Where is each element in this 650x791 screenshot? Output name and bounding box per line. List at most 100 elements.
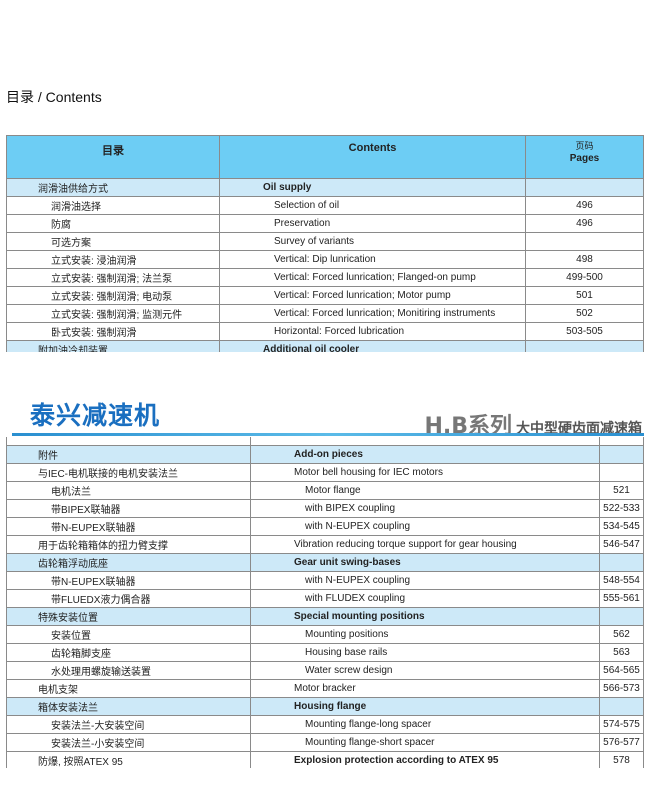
en-cell: Gear unit swing-bases	[250, 553, 600, 572]
page-cell: 555-561	[599, 589, 644, 608]
page-cell: 578	[599, 751, 644, 768]
page-cell	[525, 340, 644, 352]
header-rule	[12, 433, 644, 436]
en-cell: Mounting flange-short spacer	[250, 733, 600, 752]
brand-logo: 泰兴减速机	[30, 401, 161, 430]
table-row: 带FLUEDX液力偶合器 with FLUDEX coupling 555-561	[6, 589, 644, 608]
en-cell: Motor flange	[250, 481, 600, 500]
page-cell: 563	[599, 643, 644, 662]
table-row: 可选方案 Survey of variants	[6, 232, 644, 251]
page-cell: 522-533	[599, 499, 644, 518]
en-cell: Housing base rails	[250, 643, 600, 662]
page-cell	[599, 445, 644, 464]
page-cell	[599, 553, 644, 572]
en-cell: Vibration reducing torque support for ge…	[250, 535, 600, 554]
en-cell: Add-on pieces	[250, 445, 600, 464]
table-row	[6, 437, 644, 446]
table-row: 带N-EUPEX联轴器 with N-EUPEX coupling 548-554	[6, 571, 644, 590]
cn-cell: 卧式安装: 强制润滑	[6, 322, 220, 341]
cn-cell: 附加油冷却装置	[6, 340, 220, 352]
page-cell	[525, 232, 644, 251]
en-cell: Vertical: Forced lunrication; Motor pump	[219, 286, 526, 305]
cn-cell	[6, 437, 251, 446]
section-row: 附加油冷却装置 Additional oil cooler	[6, 340, 644, 352]
page-cell: 501	[525, 286, 644, 305]
header-en: Contents	[219, 135, 526, 179]
page-cell: 503-505	[525, 322, 644, 341]
en-cell: Vertical: Forced lunrication; Flanged-on…	[219, 268, 526, 287]
cn-cell: 安装法兰-大安装空间	[6, 715, 251, 734]
page-cell: 566-573	[599, 679, 644, 698]
cn-cell: 特殊安装位置	[6, 607, 251, 626]
section-row: 润滑油供给方式 Oil supply	[6, 178, 644, 197]
section-row: 特殊安装位置 Special mounting positions	[6, 607, 644, 626]
en-cell: Mounting positions	[250, 625, 600, 644]
page-cell: 534-545	[599, 517, 644, 536]
cn-cell: 防腐	[6, 214, 220, 233]
cn-cell: 箱体安装法兰	[6, 697, 251, 716]
en-cell: Explosion protection according to ATEX 9…	[250, 751, 600, 768]
table-header: 目录 Contents 页码 Pages	[6, 135, 644, 179]
page-cell	[599, 607, 644, 626]
cn-cell: 立式安装: 强制润滑; 电动泵	[6, 286, 220, 305]
table-row: 立式安装: 强制润滑; 法兰泵 Vertical: Forced lunricat…	[6, 268, 644, 287]
page-cell: 576-577	[599, 733, 644, 752]
cn-cell: 防爆, 按照ATEX 95	[6, 751, 251, 768]
table-row: 电机支架 Motor bracker 566-573	[6, 679, 644, 698]
cn-cell: 与IEC-电机联接的电机安装法兰	[6, 463, 251, 482]
page-cell: 548-554	[599, 571, 644, 590]
page-cell: 496	[525, 196, 644, 215]
en-cell: with FLUDEX coupling	[250, 589, 600, 608]
table-row: 卧式安装: 强制润滑 Horizontal: Forced lubrication…	[6, 322, 644, 341]
en-cell: Mounting flange-long spacer	[250, 715, 600, 734]
table-row: 防腐 Preservation 496	[6, 214, 644, 233]
cn-cell: 带FLUEDX液力偶合器	[6, 589, 251, 608]
cn-cell: 齿轮箱脚支座	[6, 643, 251, 662]
page-cell: 521	[599, 481, 644, 500]
cn-cell: 立式安装: 强制润滑; 法兰泵	[6, 268, 220, 287]
table-row: 水处理用螺旋输送装置 Water screw design 564-565	[6, 661, 644, 680]
cn-cell: 带N-EUPEX联轴器	[6, 517, 251, 536]
cn-cell: 立式安装: 浸油润滑	[6, 250, 220, 269]
en-cell	[250, 437, 600, 446]
en-cell: Survey of variants	[219, 232, 526, 251]
en-cell: Additional oil cooler	[219, 340, 526, 352]
table-row: 立式安装: 浸油润滑 Vertical: Dip lunrication 498	[6, 250, 644, 269]
cn-cell: 带BIPEX联轴器	[6, 499, 251, 518]
table-row: 立式安装: 强制润滑; 电动泵 Vertical: Forced lunricat…	[6, 286, 644, 305]
en-cell: Special mounting positions	[250, 607, 600, 626]
page-cell: 574-575	[599, 715, 644, 734]
page-cell: 562	[599, 625, 644, 644]
page-cell: 564-565	[599, 661, 644, 680]
contents-table-top: 目录 Contents 页码 Pages 润滑油供给方式 Oil supply 润滑油…	[6, 135, 644, 352]
cn-cell: 安装法兰-小安装空间	[6, 733, 251, 752]
table-row: 用于齿轮箱箱体的扭力臂支撑 Vibration reducing torque s…	[6, 535, 644, 554]
table-row: 安装法兰-大安装空间 Mounting flange-long spacer 574…	[6, 715, 644, 734]
page-cell	[599, 463, 644, 482]
en-cell: Horizontal: Forced lubrication	[219, 322, 526, 341]
page-cell: 502	[525, 304, 644, 323]
page-cell	[525, 178, 644, 197]
table-row: 润滑油选择 Selection of oil 496	[6, 196, 644, 215]
table-row: 齿轮箱脚支座 Housing base rails 563	[6, 643, 644, 662]
cn-cell: 带N-EUPEX联轴器	[6, 571, 251, 590]
en-cell: Water screw design	[250, 661, 600, 680]
table-row: 带N-EUPEX联轴器 with N-EUPEX coupling 534-545	[6, 517, 644, 536]
table-row: 防爆, 按照ATEX 95 Explosion protection accord…	[6, 751, 644, 768]
en-cell: Vertical: Forced lunrication; Monitiring…	[219, 304, 526, 323]
en-cell: Preservation	[219, 214, 526, 233]
en-cell: Motor bell housing for IEC motors	[250, 463, 600, 482]
cn-cell: 安装位置	[6, 625, 251, 644]
section-row: 齿轮箱浮动底座 Gear unit swing-bases	[6, 553, 644, 572]
table-row: 立式安装: 强制润滑; 监测元件 Vertical: Forced lunrica…	[6, 304, 644, 323]
page-cell: 498	[525, 250, 644, 269]
en-cell: Oil supply	[219, 178, 526, 197]
header-cn: 目录	[6, 135, 220, 179]
table-row: 与IEC-电机联接的电机安装法兰 Motor bell housing for I…	[6, 463, 644, 482]
cn-cell: 水处理用螺旋输送装置	[6, 661, 251, 680]
cn-cell: 立式安装: 强制润滑; 监测元件	[6, 304, 220, 323]
section-row: 附件 Add-on pieces	[6, 445, 644, 464]
table-row: 带BIPEX联轴器 with BIPEX coupling 522-533	[6, 499, 644, 518]
cn-cell: 用于齿轮箱箱体的扭力臂支撑	[6, 535, 251, 554]
en-cell: with BIPEX coupling	[250, 499, 600, 518]
